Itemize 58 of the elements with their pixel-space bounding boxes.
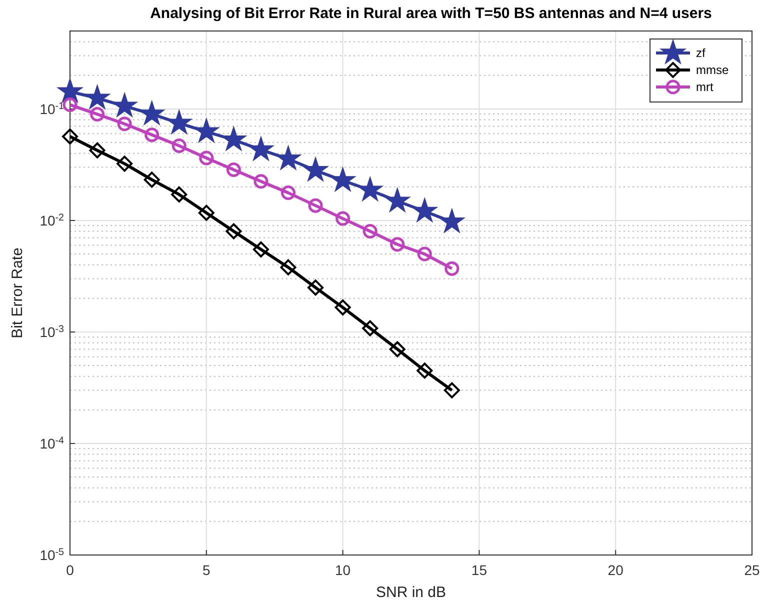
point [390,237,405,252]
point [144,172,160,188]
y-tick-label: 10$^{-5}$ [40,546,65,563]
point [57,78,83,102]
point [144,128,160,142]
legend-label: mmse [696,63,729,77]
x-tick-label: 5 [202,562,210,578]
point [444,382,460,398]
point [416,362,433,379]
x-tick-label: 0 [66,562,74,578]
point [389,341,406,358]
x-tick-label: 10 [335,562,351,578]
point [248,136,274,161]
point [252,241,269,258]
point [308,198,323,213]
point [412,198,438,222]
point [308,280,324,296]
point [362,320,378,336]
legend-label: mrt [696,80,714,94]
y-axis-title: Bit Error Rate [9,248,26,338]
point [302,157,328,182]
legend-label: zf [696,46,706,60]
y-tick-label: 10$^{-1}$ [40,100,64,117]
point [334,299,351,316]
point [439,208,464,233]
point [166,110,192,134]
point [226,162,241,177]
point [84,84,110,109]
point [226,223,242,240]
y-tick-label: 10$^{-4}$ [40,434,65,452]
point [362,224,378,239]
chart-title: Analysing of Bit Error Rate in Rural area with T=50 BS antennas and N=4 users [150,5,712,22]
point [254,174,268,189]
point [444,261,460,276]
point [384,188,410,212]
point [171,186,188,202]
point [417,246,432,262]
point [198,204,214,221]
y-tick-label: 10$^{-3}$ [40,323,65,340]
point [62,98,78,112]
point [62,128,78,145]
point [280,186,296,200]
point [358,176,383,201]
point [117,116,132,132]
point [89,142,106,158]
y-tick-label: 10$^{-2}$ [40,212,64,228]
point [280,259,296,276]
point [330,167,356,192]
point [112,92,138,117]
x-tick-label: 15 [471,562,488,578]
point [199,150,214,166]
x-axis-title: SNR in dB [376,584,446,601]
point [172,138,186,153]
point [336,211,350,226]
point [90,106,105,122]
x-tick-label: 20 [608,562,624,578]
point [116,156,133,172]
x-tick-label: 25 [744,562,760,578]
